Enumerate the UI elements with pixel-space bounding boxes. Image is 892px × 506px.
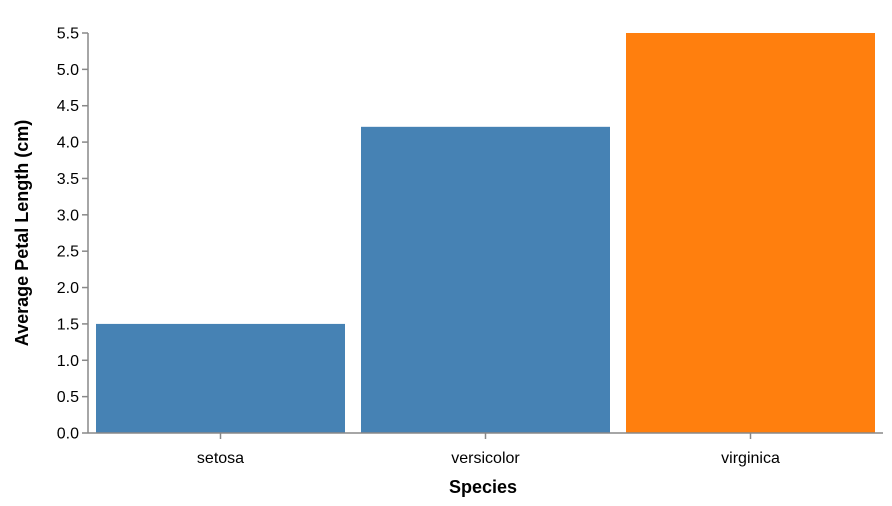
- y-axis: 0.0 0.5 1.0 1.5 2.0 2.5 3.0 3.5 4.0 4.5 5.0 5.5: [57, 26, 89, 443]
- y-tick-label: 5.0: [57, 62, 79, 79]
- bar-virginica: [626, 33, 875, 433]
- y-tick-label: 2.0: [57, 280, 79, 297]
- x-tick-label-virginica: virginica: [721, 450, 780, 467]
- y-tick-label: 4.0: [57, 135, 79, 152]
- x-axis: setosa versicolor virginica: [88, 432, 883, 467]
- bars-group: [96, 33, 875, 434]
- y-tick-label: 4.5: [57, 98, 79, 115]
- bar-versicolor: [361, 126, 610, 434]
- x-tick-label-versicolor: versicolor: [451, 450, 520, 467]
- y-tick-label: 0.0: [57, 426, 79, 443]
- y-axis-title: Average Petal Length (cm): [12, 120, 32, 346]
- x-tick-label-setosa: setosa: [197, 450, 244, 467]
- bar-setosa: [96, 323, 345, 433]
- y-tick-label: 3.0: [57, 207, 79, 224]
- y-tick-label: 5.5: [57, 26, 79, 43]
- y-tick-label: 1.5: [57, 316, 79, 333]
- x-axis-title: Species: [449, 477, 517, 497]
- y-tick-label: 3.5: [57, 171, 79, 188]
- y-tick-label: 1.0: [57, 353, 79, 370]
- y-tick-label: 2.5: [57, 244, 79, 261]
- y-tick-label: 0.5: [57, 389, 79, 406]
